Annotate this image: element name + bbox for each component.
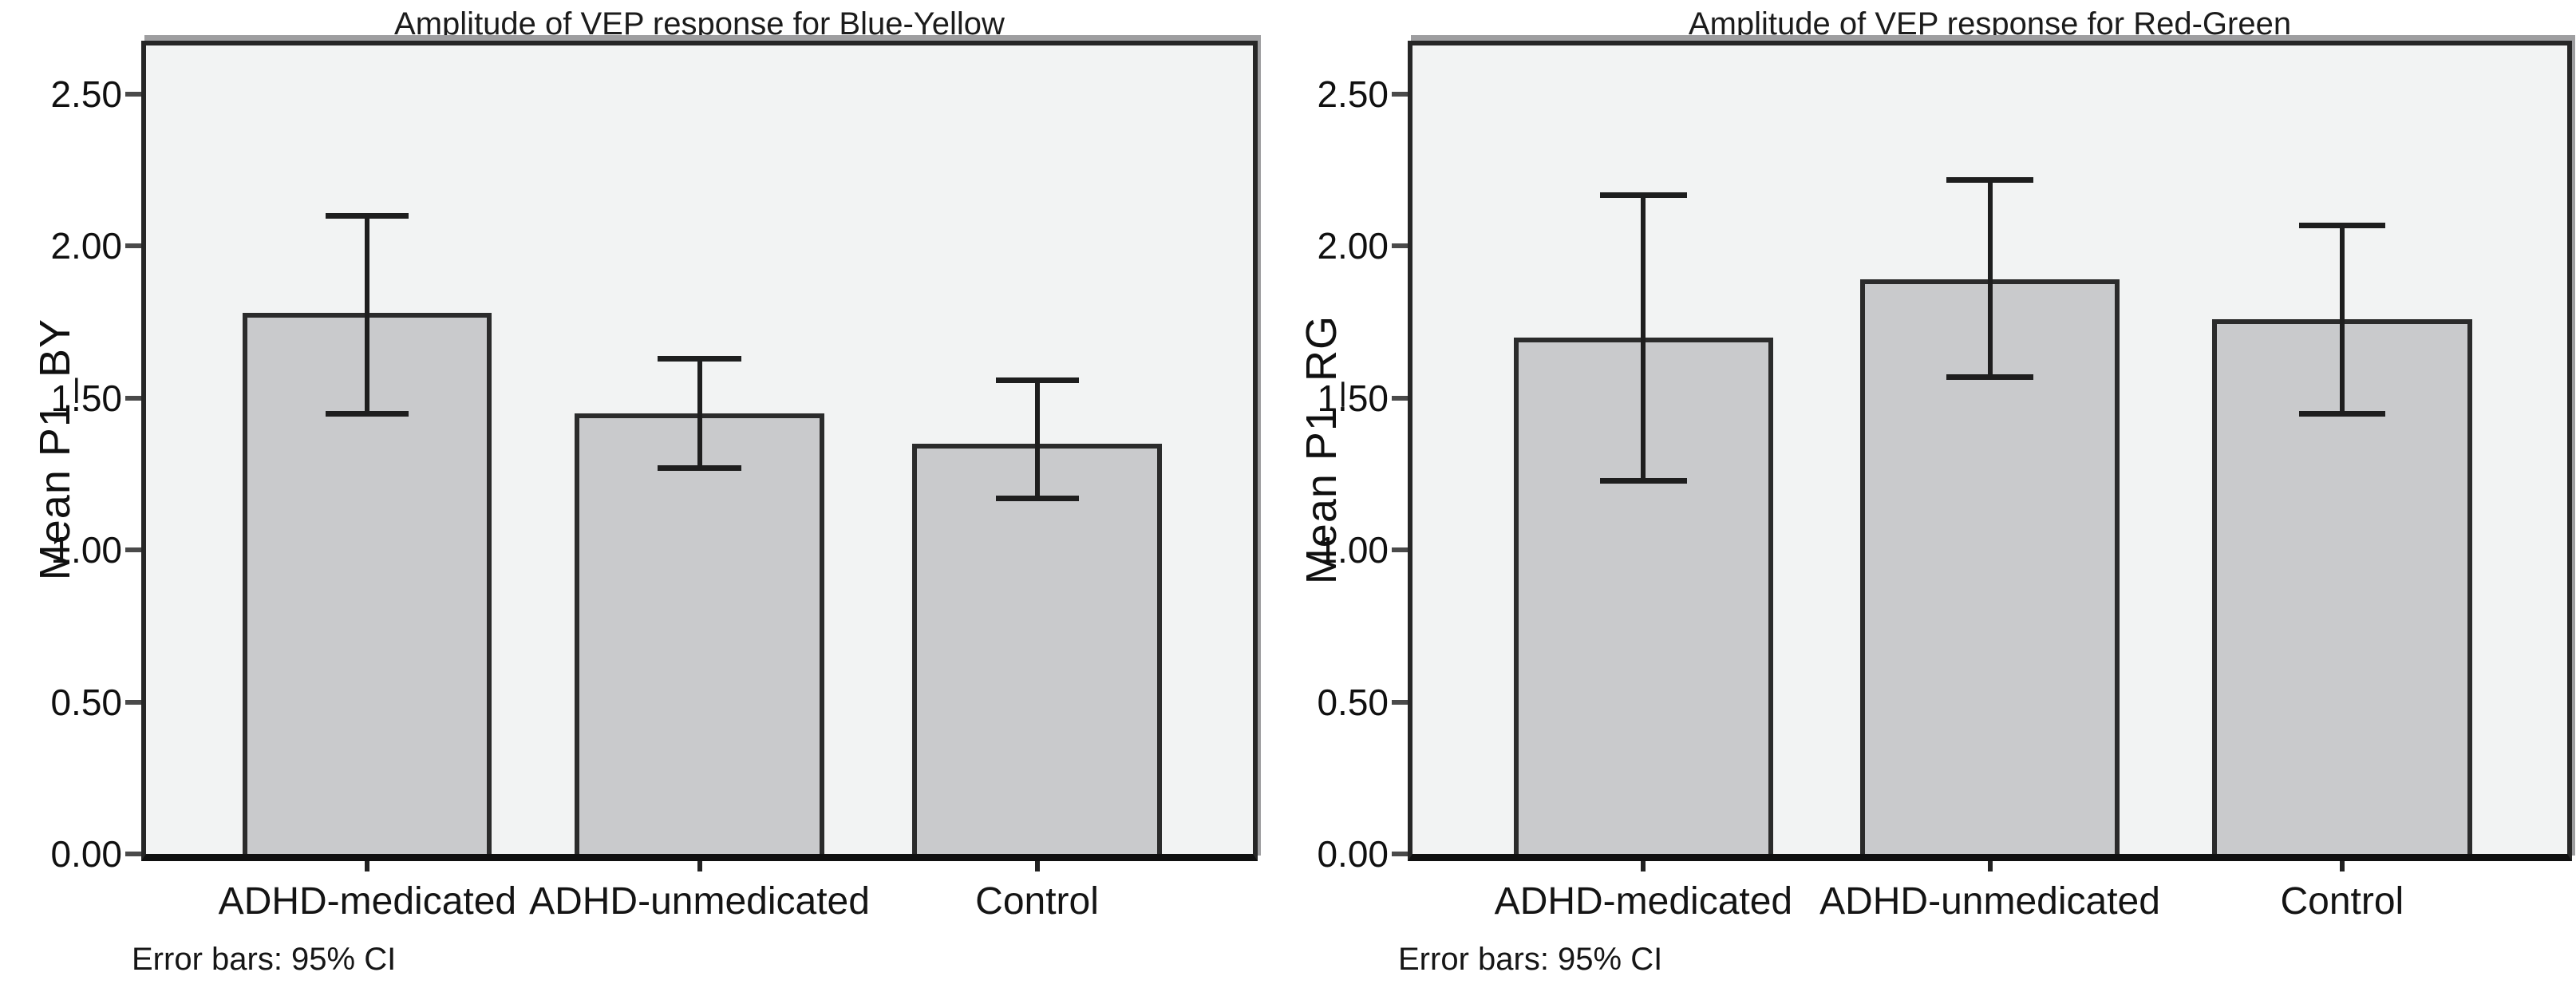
error-bar-cap-top [1600,192,1687,198]
x-tick-mark [1641,861,1646,871]
y-tick-label: 1.50 [1317,377,1389,419]
x-category-label-control: Control [975,880,1099,923]
error-bar-cap-top [995,377,1079,383]
error-bar-line [365,215,370,413]
plot-area: 0.00 0.50 1.00 1.50 2.00 2.50 ADHD-medicated AD… [1317,41,2572,923]
x-category-label-adhd-unmedicated: ADHD-unmedicated [529,880,870,923]
x-category-label-adhd-medicated: ADHD-medicated [1494,880,1793,923]
error-bar-line [1987,180,1993,377]
error-bar-cap-top [1946,177,2033,183]
chart-title: Amplitude of VEP response for Red-Green [1688,6,2292,41]
y-tick-label: 0.50 [50,682,122,723]
error-bar-line [1641,195,1646,480]
x-category-label-adhd-medicated: ADHD-medicated [218,880,517,923]
y-tick-mark [1392,547,1412,552]
y-tick-mark [1392,700,1412,705]
chart-blue-yellow: Amplitude of VEP response for Blue-Yello… [31,6,1258,977]
x-tick-mark [697,861,702,871]
x-category-label-control: Control [2280,880,2404,923]
error-bar-cap-bottom [995,496,1079,501]
error-bar-cap-bottom [326,411,409,417]
y-tick-mark [1392,852,1412,856]
y-tick-label: 2.00 [50,225,122,267]
bar-adhd-unmedicated [575,413,824,854]
error-bar-line [2339,225,2345,413]
error-bar-line [1034,380,1040,498]
x-tick-mark [1034,861,1040,871]
error-bar-line [697,358,702,468]
x-category-label-adhd-unmedicated: ADHD-unmedicated [1819,880,2160,923]
y-axis-label: Mean P1_RG [1275,45,1368,854]
y-tick-label: 0.00 [50,833,122,875]
error-bar-cap-top [2298,223,2386,228]
chart-red-green: Amplitude of VEP response for Red-Green … [1298,6,2572,977]
error-bar-cap-top [326,213,409,219]
y-tick-mark [125,92,146,97]
y-tick-mark [125,243,146,248]
y-tick-label: 2.50 [1317,73,1389,115]
error-bar-cap-bottom [1600,478,1687,484]
y-tick-label: 2.50 [50,73,122,115]
y-tick-mark [1392,92,1412,97]
error-bar-cap-top [658,356,741,362]
x-tick-mark [1987,861,1993,871]
error-bars-note: Error bars: 95% CI [1398,942,1663,977]
y-tick-label: 1.00 [50,529,122,571]
y-tick-mark [125,852,146,856]
y-tick-mark [1392,243,1412,248]
y-tick-mark [125,396,146,401]
y-tick-mark [125,700,146,705]
chart-title: Amplitude of VEP response for Blue-Yello… [394,6,1005,41]
error-bar-cap-bottom [1946,374,2033,380]
y-tick-label: 1.50 [50,377,122,419]
bar-control [912,444,1162,854]
y-tick-label: 2.00 [1317,225,1389,267]
x-tick-mark [365,861,370,871]
error-bar-cap-bottom [2298,411,2386,417]
y-axis-label: Mean P1_BY [9,45,101,854]
error-bars-note: Error bars: 95% CI [132,942,397,977]
plot-area: 0.00 0.50 1.00 1.50 2.00 2.50 ADHD-medicated AD… [50,41,1258,923]
y-tick-label: 1.00 [1317,529,1389,571]
error-bar-cap-bottom [658,465,741,471]
x-tick-mark [2339,861,2345,871]
y-tick-label: 0.00 [1317,833,1389,875]
y-tick-mark [125,547,146,552]
y-tick-mark [1392,396,1412,401]
y-tick-label: 0.50 [1317,682,1389,723]
